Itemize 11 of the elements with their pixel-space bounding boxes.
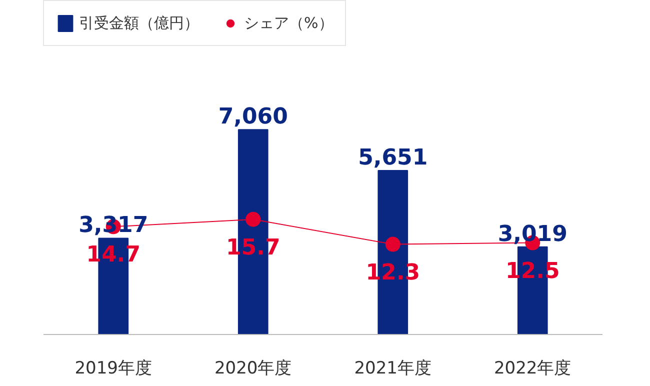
legend-label: 引受金額（億円） — [79, 14, 199, 32]
x-tick-label: 2022年度 — [494, 358, 572, 378]
legend-label: シェア（%） — [244, 14, 334, 32]
x-tick-label: 2019年度 — [74, 358, 152, 378]
data-label: 7,060 — [218, 104, 288, 130]
x-tick-label: 2021年度 — [354, 358, 432, 378]
data-label: 5,651 — [358, 145, 428, 170]
point — [246, 212, 261, 227]
x-tick-label: 2020年度 — [214, 358, 292, 378]
point — [385, 236, 400, 252]
data-label: 3,019 — [498, 222, 568, 247]
